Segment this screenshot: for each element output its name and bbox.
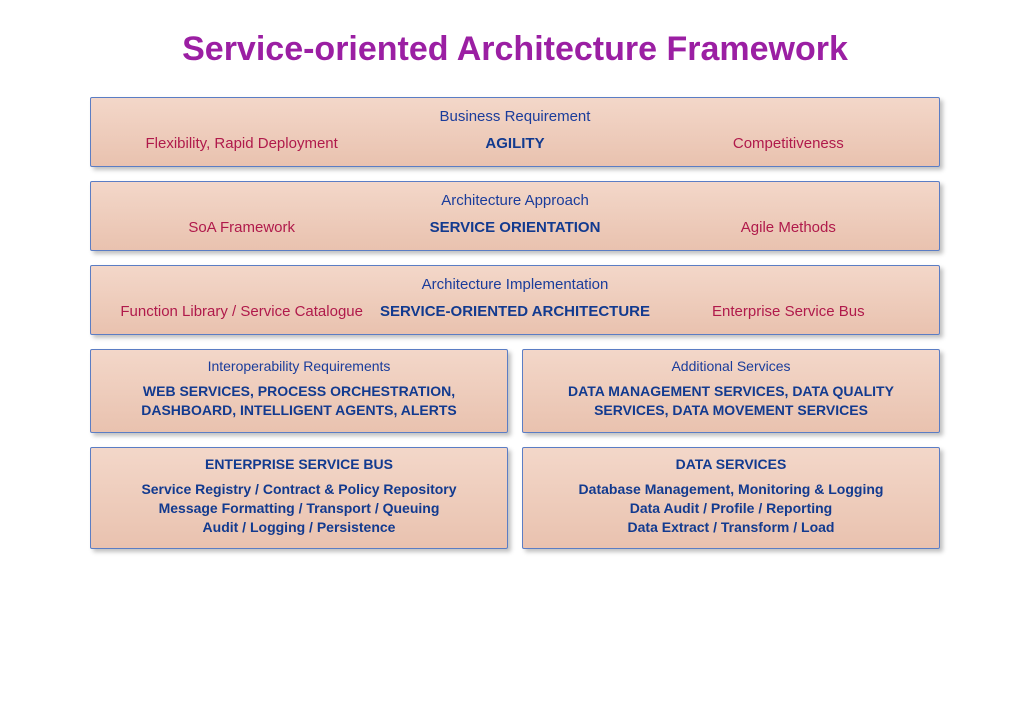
layer-right: Enterprise Service Bus	[652, 303, 925, 320]
layer-mid: SERVICE ORIENTATION	[378, 219, 651, 236]
layer-left: Function Library / Service Catalogue	[105, 303, 378, 320]
layer-left: SoA Framework	[105, 219, 378, 236]
box-interoperability-requirements: Interoperability Requirements WEB SERVIC…	[90, 349, 508, 433]
box-additional-services: Additional Services DATA MANAGEMENT SERV…	[522, 349, 940, 433]
subbox-header: Interoperability Requirements	[101, 358, 497, 374]
page-title: Service-oriented Architecture Framework	[90, 30, 940, 69]
subbox-header: Additional Services	[533, 358, 929, 374]
layer-header: Architecture Approach	[105, 192, 925, 209]
layer-architecture-approach: Architecture Approach SoA Framework SERV…	[90, 181, 940, 251]
layer-right: Agile Methods	[652, 219, 925, 236]
layer-right: Competitiveness	[652, 135, 925, 152]
diagram-stack: Business Requirement Flexibility, Rapid …	[90, 97, 940, 549]
layer-header: Architecture Implementation	[105, 276, 925, 293]
subbox-body: Service Registry / Contract & Policy Rep…	[101, 480, 497, 537]
box-enterprise-service-bus: ENTERPRISE SERVICE BUS Service Registry …	[90, 447, 508, 550]
layer-left: Flexibility, Rapid Deployment	[105, 135, 378, 152]
layer-mid: SERVICE-ORIENTED ARCHITECTURE	[378, 303, 651, 320]
pair-row-1: Interoperability Requirements WEB SERVIC…	[90, 349, 940, 433]
layer-mid: AGILITY	[378, 135, 651, 152]
box-data-services: DATA SERVICES Database Management, Monit…	[522, 447, 940, 550]
subbox-body: Database Management, Monitoring & Loggin…	[533, 480, 929, 537]
subbox-header: ENTERPRISE SERVICE BUS	[101, 456, 497, 472]
subbox-body: WEB SERVICES, PROCESS ORCHESTRATION, DAS…	[101, 382, 497, 420]
subbox-header: DATA SERVICES	[533, 456, 929, 472]
pair-row-2: ENTERPRISE SERVICE BUS Service Registry …	[90, 447, 940, 550]
layer-business-requirement: Business Requirement Flexibility, Rapid …	[90, 97, 940, 167]
layer-header: Business Requirement	[105, 108, 925, 125]
subbox-body: DATA MANAGEMENT SERVICES, DATA QUALITY S…	[533, 382, 929, 420]
layer-architecture-implementation: Architecture Implementation Function Lib…	[90, 265, 940, 335]
